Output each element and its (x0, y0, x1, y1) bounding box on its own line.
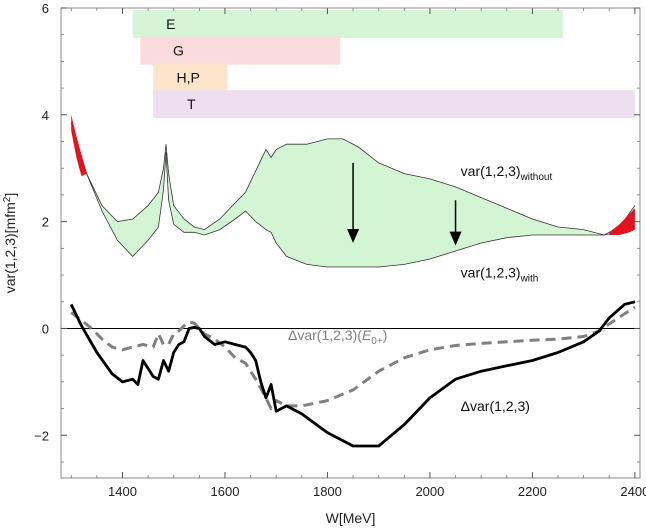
red-layer (71, 114, 635, 235)
ticks-layer: 1400 1600 1800 2000 2200 2400 −2 0 2 4 6 (34, 1, 646, 499)
x-tick-label-5: 2400 (620, 484, 646, 499)
y-tick-label-3: 4 (42, 108, 49, 123)
x-tick-label-3: 2000 (415, 484, 444, 499)
band-label-3: T (187, 96, 196, 112)
arrow-head-1 (449, 231, 462, 246)
bands-layer: EG H,P T (132, 10, 635, 119)
y-tick-label-2: 2 (42, 215, 49, 230)
series-line-delta (69, 300, 636, 448)
series-line-with (70, 122, 636, 268)
lines-layer (69, 300, 636, 448)
band-0 (132, 10, 564, 39)
arrow-head-0 (347, 229, 360, 243)
x-tick-label-2: 1800 (313, 484, 342, 499)
band-3 (153, 90, 635, 119)
label-var-without: var(1,2,3)without (461, 163, 553, 183)
band-1 (140, 36, 341, 65)
x-axis-label: W[MeV] (326, 510, 376, 526)
band-2 (153, 63, 228, 92)
band-label-2: H,P (177, 69, 200, 85)
band-label-0: E (166, 16, 175, 32)
series-line-without (70, 122, 636, 236)
y-tick-label-4: 6 (42, 1, 49, 16)
y-tick-label-0: −2 (34, 428, 49, 443)
band-label-1: G (173, 43, 184, 59)
x-tick-label-1: 1600 (211, 484, 240, 499)
arrows-layer (347, 162, 462, 246)
plot-frame (60, 7, 641, 479)
series-line-delta-e0 (70, 305, 636, 411)
label-delta-var-e0: Δvar(1,2,3)(E0+) (288, 327, 387, 347)
x-tick-label-4: 2200 (518, 484, 547, 499)
label-var-with: var(1,2,3)with (461, 265, 539, 285)
red-region-0 (71, 114, 87, 177)
y-tick-label-1: 0 (42, 321, 49, 336)
label-delta-var: Δvar(1,2,3) (461, 398, 530, 414)
red-region-1 (609, 208, 635, 235)
x-tick-label-0: 1400 (108, 484, 137, 499)
y-axis-label: var(1,2,3)[mfm2] (2, 193, 18, 293)
